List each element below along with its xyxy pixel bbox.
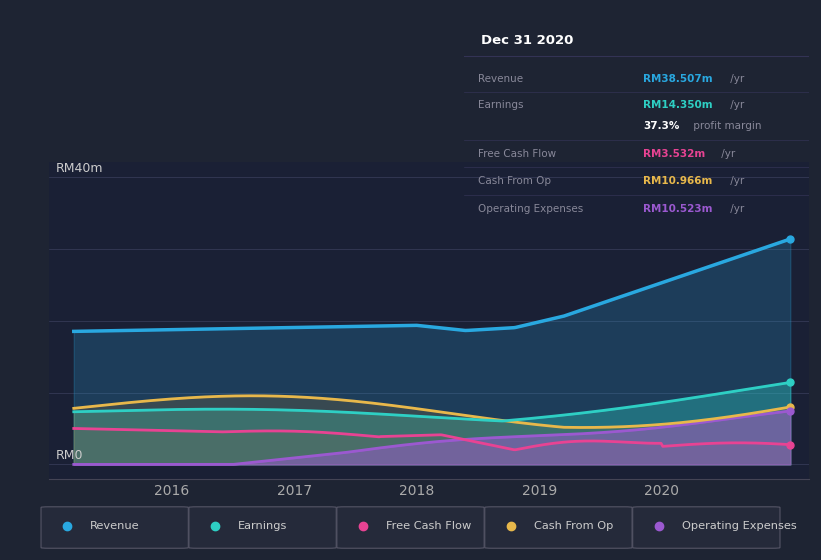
Text: Revenue: Revenue xyxy=(90,521,140,531)
Text: RM14.350m: RM14.350m xyxy=(643,100,713,110)
Text: RM0: RM0 xyxy=(55,449,83,462)
FancyBboxPatch shape xyxy=(337,507,484,548)
Text: RM10.966m: RM10.966m xyxy=(643,176,713,186)
Text: Free Cash Flow: Free Cash Flow xyxy=(478,148,556,158)
Text: /yr: /yr xyxy=(727,100,744,110)
FancyBboxPatch shape xyxy=(41,507,188,548)
FancyBboxPatch shape xyxy=(633,507,780,548)
Text: /yr: /yr xyxy=(727,204,744,214)
Text: RM3.532m: RM3.532m xyxy=(643,148,705,158)
Text: Revenue: Revenue xyxy=(478,74,523,84)
Text: Dec 31 2020: Dec 31 2020 xyxy=(481,35,574,48)
Text: Free Cash Flow: Free Cash Flow xyxy=(386,521,471,531)
Text: /yr: /yr xyxy=(727,176,744,186)
Text: /yr: /yr xyxy=(727,74,744,84)
Text: 37.3%: 37.3% xyxy=(643,121,680,131)
Text: Operating Expenses: Operating Expenses xyxy=(478,204,583,214)
Text: RM40m: RM40m xyxy=(55,162,103,175)
Text: Earnings: Earnings xyxy=(238,521,287,531)
Text: RM10.523m: RM10.523m xyxy=(643,204,713,214)
Text: Earnings: Earnings xyxy=(478,100,523,110)
FancyBboxPatch shape xyxy=(484,507,632,548)
Text: profit margin: profit margin xyxy=(690,121,761,131)
Text: Operating Expenses: Operating Expenses xyxy=(681,521,796,531)
Text: Cash From Op: Cash From Op xyxy=(534,521,613,531)
Text: /yr: /yr xyxy=(718,148,735,158)
Text: RM38.507m: RM38.507m xyxy=(643,74,713,84)
Text: Cash From Op: Cash From Op xyxy=(478,176,551,186)
FancyBboxPatch shape xyxy=(189,507,337,548)
